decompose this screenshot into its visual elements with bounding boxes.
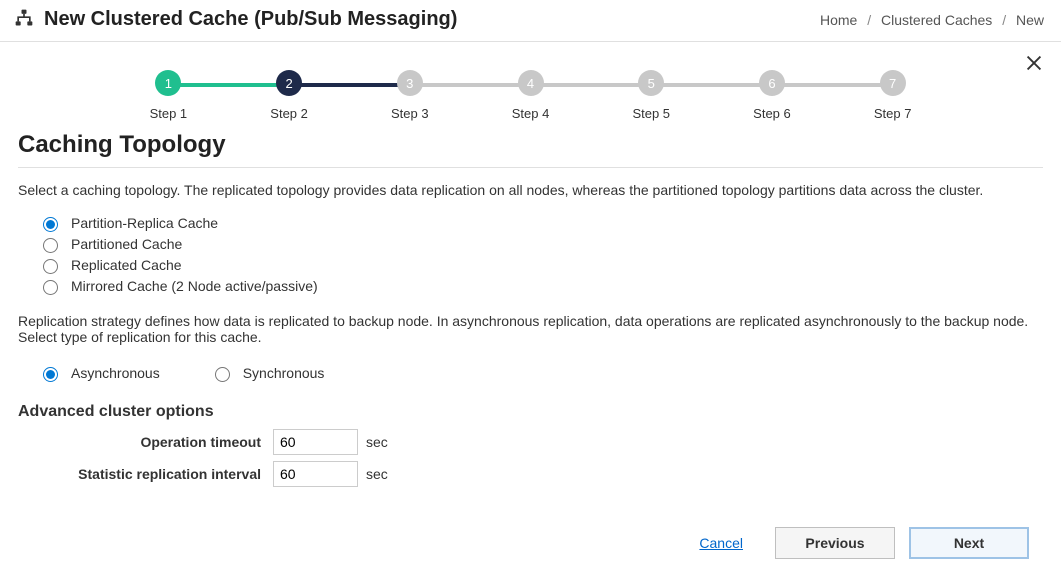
step-circle: 4 [518,70,544,96]
topology-description: Select a caching topology. The replicate… [18,182,1043,198]
top-bar: New Clustered Cache (Pub/Sub Messaging) … [0,0,1061,42]
breadcrumb-sep: / [867,12,871,28]
step-connector [410,83,531,87]
radio-replicated[interactable] [43,259,58,274]
step-circle: 2 [276,70,302,96]
wizard-footer: Cancel Previous Next [18,507,1043,573]
step-label: Step 4 [512,106,550,121]
operation-timeout-row: Operation timeout sec [18,429,1043,455]
replication-description: Replication strategy defines how data is… [18,313,1043,345]
step-3[interactable]: 3 Step 3 [349,70,470,121]
radio-label: Mirrored Cache (2 Node active/passive) [71,278,318,294]
step-label: Step 1 [150,106,188,121]
breadcrumb-home[interactable]: Home [820,12,857,28]
topology-option-replicated[interactable]: Replicated Cache [38,256,1043,274]
step-circle: 6 [759,70,785,96]
step-label: Step 3 [391,106,429,121]
radio-label: Synchronous [243,365,325,381]
step-label: Step 5 [632,106,670,121]
topology-radio-group: Partition-Replica Cache Partitioned Cach… [38,214,1043,295]
radio-mirrored[interactable] [43,280,58,295]
step-label: Step 7 [874,106,912,121]
step-circle: 3 [397,70,423,96]
step-5[interactable]: 5 Step 5 [591,70,712,121]
sitemap-icon [14,8,34,31]
step-label: Step 2 [270,106,308,121]
topology-option-partition-replica[interactable]: Partition-Replica Cache [38,214,1043,232]
stat-interval-input[interactable] [273,461,358,487]
topology-option-mirrored[interactable]: Mirrored Cache (2 Node active/passive) [38,277,1043,295]
breadcrumb-sep: / [1002,12,1006,28]
next-button[interactable]: Next [909,527,1029,559]
section-title: Caching Topology [18,131,1043,159]
radio-partition-replica[interactable] [43,217,58,232]
replication-option-sync[interactable]: Synchronous [210,364,325,382]
topology-option-partitioned[interactable]: Partitioned Cache [38,235,1043,253]
step-circle: 1 [155,70,181,96]
cancel-link[interactable]: Cancel [699,535,743,551]
radio-sync[interactable] [215,367,230,382]
stepper: 1 Step 1 2 Step 2 3 Step 3 4 Step 4 5 Step 5 6 Step… [18,42,1043,127]
stat-interval-label: Statistic replication interval [18,466,273,482]
divider [18,167,1043,168]
radio-partitioned[interactable] [43,238,58,253]
step-circle: 7 [880,70,906,96]
stat-interval-row: Statistic replication interval sec [18,461,1043,487]
page-title: New Clustered Cache (Pub/Sub Messaging) [44,8,457,31]
step-2[interactable]: 2 Step 2 [229,70,350,121]
radio-async[interactable] [43,367,58,382]
step-label: Step 6 [753,106,791,121]
replication-option-async[interactable]: Asynchronous [38,364,160,382]
step-connector [168,83,289,87]
step-connector [772,83,893,87]
breadcrumb-new: New [1016,12,1044,28]
advanced-options-heading: Advanced cluster options [18,403,1043,421]
radio-label: Replicated Cache [71,257,182,273]
step-7[interactable]: 7 Step 7 [832,70,953,121]
operation-timeout-input[interactable] [273,429,358,455]
step-connector [289,83,410,87]
breadcrumb-clustered-caches[interactable]: Clustered Caches [881,12,992,28]
stat-interval-unit: sec [366,466,388,482]
radio-label: Partitioned Cache [71,236,182,252]
operation-timeout-label: Operation timeout [18,434,273,450]
step-circle: 5 [638,70,664,96]
operation-timeout-unit: sec [366,434,388,450]
step-connector [651,83,772,87]
step-4[interactable]: 4 Step 4 [470,70,591,121]
step-1[interactable]: 1 Step 1 [108,70,229,121]
step-connector [531,83,652,87]
previous-button[interactable]: Previous [775,527,895,559]
breadcrumb: Home / Clustered Caches / New [817,12,1047,28]
radio-label: Asynchronous [71,365,160,381]
radio-label: Partition-Replica Cache [71,215,218,231]
step-6[interactable]: 6 Step 6 [712,70,833,121]
replication-radio-group: Asynchronous Synchronous [38,361,1043,385]
